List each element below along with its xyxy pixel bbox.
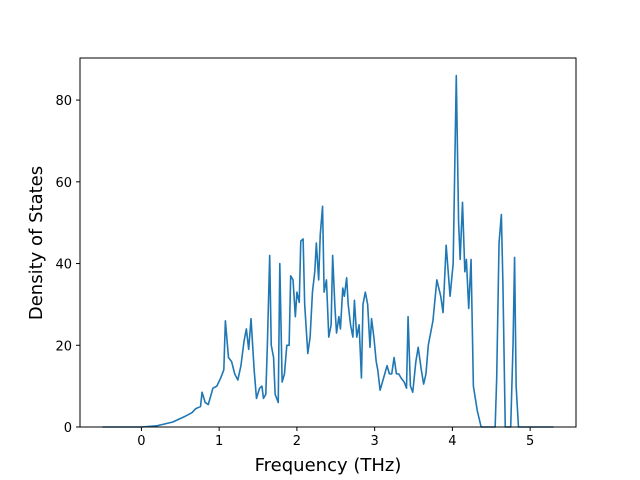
y-axis-label: Density of States bbox=[26, 166, 47, 320]
y-tick-label: 0 bbox=[64, 421, 72, 436]
x-axis-label: Frequency (THz) bbox=[255, 455, 402, 476]
x-tick-label: 5 bbox=[526, 434, 534, 449]
x-tick-label: 3 bbox=[371, 434, 379, 449]
x-tick-label: 1 bbox=[215, 434, 223, 449]
plot-frame bbox=[79, 57, 577, 428]
x-tick-label: 4 bbox=[448, 434, 456, 449]
x-tick-label: 0 bbox=[137, 434, 145, 449]
data-line bbox=[102, 74, 554, 428]
x-tick-label: 2 bbox=[293, 434, 301, 449]
y-tick-label: 40 bbox=[55, 258, 72, 273]
y-tick-label: 80 bbox=[55, 94, 72, 109]
y-tick-label: 60 bbox=[55, 176, 72, 191]
y-tick-label: 20 bbox=[55, 339, 72, 354]
